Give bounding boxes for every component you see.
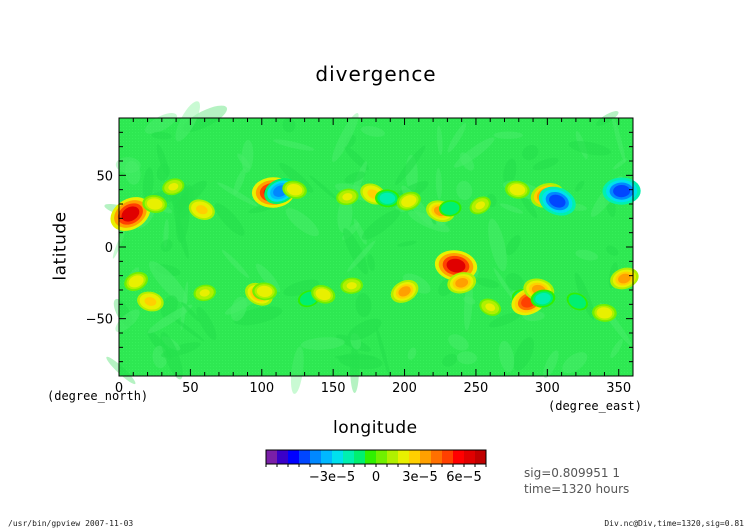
y-tick-label-0: 0: [105, 241, 113, 256]
feature-18: [124, 271, 148, 291]
feature-2: [162, 178, 185, 196]
divergence-features: [110, 177, 641, 322]
colorbar-tick-label-3: 6e−5: [446, 470, 481, 485]
colorbar-swatch-19: [475, 450, 487, 464]
x-tick-label-300: 300: [535, 381, 560, 396]
feature-19: [137, 291, 164, 312]
colorbar-swatch-15: [431, 450, 443, 464]
colorbar-swatch-8: [354, 450, 366, 464]
x-tick-label-150: 150: [321, 381, 346, 396]
feature-14: [505, 180, 530, 199]
feature-26: [390, 279, 419, 303]
feature-1: [142, 195, 168, 213]
feature-3: [188, 199, 215, 220]
colorbar-tick-label-2: 3e−5: [402, 470, 437, 485]
colorbar-swatch-9: [365, 450, 377, 464]
colorbar-swatch-5: [321, 450, 333, 464]
time-text: time=1320 hours: [524, 482, 630, 496]
feature-6: [282, 180, 307, 199]
colorbar-tick-label-1: 0: [372, 470, 380, 485]
x-tick-label-350: 350: [606, 381, 631, 396]
colorbar-swatch-14: [420, 450, 432, 464]
x-tick-label-100: 100: [249, 381, 274, 396]
x-axis-unit: (degree_east): [548, 399, 642, 413]
feature-25: [340, 277, 363, 294]
feature-22: [252, 282, 277, 301]
x-axis-label: longitude: [333, 418, 418, 438]
x-tick-label-0: 0: [115, 381, 123, 396]
y-axis-label: latitude: [50, 211, 71, 281]
feature-20: [193, 284, 216, 302]
x-tick-label-250: 250: [464, 381, 489, 396]
y-axis-unit: (degree_north): [47, 389, 149, 403]
y-tick-label-50: 50: [96, 169, 113, 184]
footer-command: /usr/bin/gpview 2007-11-03: [8, 519, 134, 528]
feature-16: [538, 186, 576, 216]
feature-9: [375, 189, 400, 208]
feature-29: [479, 298, 502, 316]
feature-13: [469, 196, 491, 215]
colorbar-swatch-11: [387, 450, 399, 464]
colorbar-swatch-18: [464, 450, 476, 464]
colorbar-swatch-0: [266, 450, 278, 464]
colorbar-swatch-2: [288, 450, 300, 464]
feature-33: [530, 289, 556, 308]
colorbar-swatch-10: [376, 450, 388, 464]
feature-10: [396, 191, 421, 211]
colorbar-swatch-12: [398, 450, 410, 464]
colorbar-swatch-17: [453, 450, 465, 464]
feature-24: [311, 285, 336, 304]
colorbar-swatch-13: [409, 450, 421, 464]
feature-0: [110, 197, 151, 231]
feature-31: [511, 287, 547, 316]
feature-36: [610, 267, 639, 290]
colorbar-swatch-16: [442, 450, 454, 464]
colorbar-swatch-3: [299, 450, 311, 464]
sigma-level-text: sig=0.809951 1: [524, 466, 620, 480]
feature-12: [438, 200, 462, 217]
x-tick-label-50: 50: [182, 381, 199, 396]
feature-17: [602, 177, 641, 205]
feature-34: [566, 292, 588, 311]
colorbar-swatch-7: [343, 450, 355, 464]
colorbar-swatch-4: [310, 450, 322, 464]
y-tick-label--50: −50: [86, 313, 113, 328]
chart-title: divergence: [315, 62, 437, 86]
feature-7: [336, 188, 359, 206]
x-tick-label-200: 200: [392, 381, 417, 396]
colorbar-swatch-6: [332, 450, 344, 464]
map-background: [119, 118, 633, 376]
feature-35: [592, 303, 617, 322]
feature-28: [447, 272, 477, 294]
footer-source: Div.nc@Div,time=1320,sig=0.81: [604, 519, 744, 528]
colorbar-tick-label-0: −3e−5: [309, 470, 355, 485]
colorbar-swatch-1: [277, 450, 289, 464]
